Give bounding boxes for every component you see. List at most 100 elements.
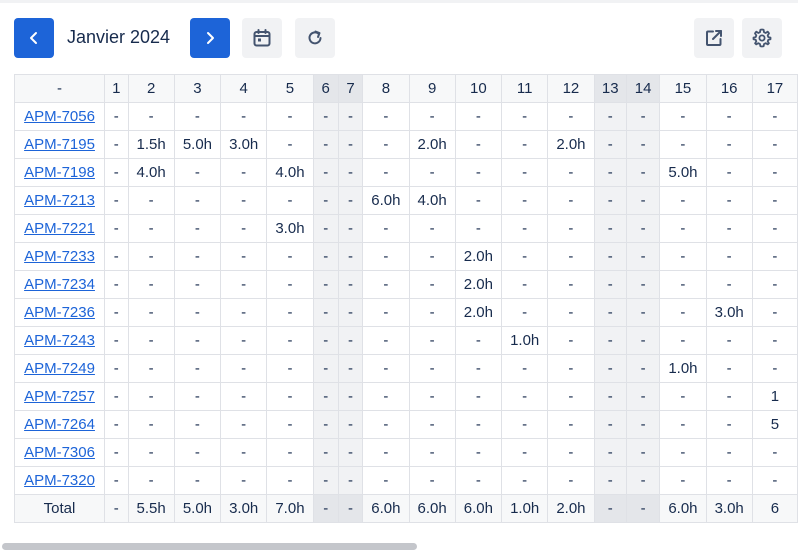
day-cell[interactable]: - (266, 326, 314, 355)
settings-button[interactable] (742, 18, 782, 58)
day-cell[interactable]: - (751, 186, 798, 215)
day-cell[interactable]: 1 (751, 382, 798, 411)
issue-key-link[interactable]: APM-7056 (24, 107, 95, 125)
day-cell[interactable]: - (705, 158, 753, 187)
open-external-button[interactable] (694, 18, 734, 58)
day-cell[interactable]: - (104, 270, 129, 299)
day-cell[interactable]: - (337, 410, 364, 439)
issue-key-link[interactable]: APM-7257 (24, 387, 95, 405)
day-cell[interactable]: - (593, 270, 627, 299)
day-cell[interactable]: - (104, 158, 129, 187)
day-cell[interactable]: - (501, 214, 549, 243)
day-cell[interactable]: - (104, 354, 129, 383)
day-cell[interactable]: - (751, 214, 798, 243)
day-cell[interactable]: - (625, 298, 661, 327)
day-cell[interactable]: - (220, 326, 268, 355)
day-cell[interactable]: - (220, 382, 268, 411)
day-cell[interactable]: - (362, 242, 410, 271)
day-cell[interactable]: - (337, 354, 364, 383)
day-cell[interactable]: - (312, 186, 339, 215)
day-cell[interactable]: - (593, 326, 627, 355)
day-cell[interactable]: - (454, 158, 503, 187)
day-cell[interactable]: - (408, 382, 456, 411)
issue-key-link[interactable]: APM-7306 (24, 443, 95, 461)
day-cell[interactable]: - (408, 102, 456, 131)
day-cell[interactable]: - (625, 214, 661, 243)
day-cell[interactable]: - (312, 410, 339, 439)
day-cell[interactable]: - (659, 242, 707, 271)
day-cell[interactable]: - (337, 326, 364, 355)
day-cell[interactable]: - (593, 410, 627, 439)
day-cell[interactable]: - (659, 186, 707, 215)
day-cell[interactable]: - (408, 270, 456, 299)
day-cell[interactable]: 3.0h (220, 130, 268, 159)
day-cell[interactable]: - (337, 130, 364, 159)
day-cell[interactable]: - (454, 438, 503, 467)
day-cell[interactable]: - (547, 354, 595, 383)
day-cell[interactable]: 2.0h (454, 242, 503, 271)
day-cell[interactable]: - (705, 102, 753, 131)
day-cell[interactable]: - (337, 270, 364, 299)
day-cell[interactable]: - (266, 466, 314, 495)
day-cell[interactable]: 3.0h (266, 214, 314, 243)
day-cell[interactable]: 5 (751, 410, 798, 439)
day-cell[interactable]: - (362, 102, 410, 131)
day-cell[interactable]: - (625, 242, 661, 271)
day-cell[interactable]: - (362, 214, 410, 243)
day-cell[interactable]: - (547, 214, 595, 243)
day-cell[interactable]: - (362, 298, 410, 327)
day-cell[interactable]: - (501, 466, 549, 495)
day-cell[interactable]: - (408, 242, 456, 271)
day-cell[interactable]: - (104, 102, 129, 131)
day-cell[interactable]: - (127, 270, 175, 299)
next-month-button[interactable] (190, 18, 230, 58)
date-picker-button[interactable] (242, 18, 282, 58)
day-cell[interactable]: - (547, 466, 595, 495)
day-cell[interactable]: - (547, 270, 595, 299)
day-cell[interactable]: - (127, 298, 175, 327)
day-cell[interactable]: - (501, 242, 549, 271)
day-cell[interactable]: - (312, 158, 339, 187)
day-cell[interactable]: 6.0h (362, 186, 410, 215)
day-cell[interactable]: - (408, 438, 456, 467)
day-cell[interactable]: - (173, 438, 222, 467)
day-cell[interactable]: - (705, 186, 753, 215)
day-cell[interactable]: - (751, 326, 798, 355)
day-cell[interactable]: - (454, 102, 503, 131)
day-cell[interactable]: - (593, 466, 627, 495)
day-cell[interactable]: - (547, 102, 595, 131)
day-cell[interactable]: - (501, 354, 549, 383)
day-cell[interactable]: - (337, 102, 364, 131)
day-cell[interactable]: - (625, 410, 661, 439)
day-cell[interactable]: - (705, 466, 753, 495)
day-cell[interactable]: - (593, 130, 627, 159)
day-cell[interactable]: - (408, 214, 456, 243)
day-cell[interactable]: - (501, 410, 549, 439)
day-cell[interactable]: 5.0h (173, 130, 222, 159)
day-cell[interactable]: - (266, 410, 314, 439)
day-cell[interactable]: 1.5h (127, 130, 175, 159)
day-cell[interactable]: - (362, 382, 410, 411)
day-cell[interactable]: - (625, 186, 661, 215)
day-cell[interactable]: - (337, 158, 364, 187)
day-cell[interactable]: - (220, 466, 268, 495)
day-cell[interactable]: - (625, 102, 661, 131)
day-cell[interactable]: - (751, 466, 798, 495)
day-cell[interactable]: - (127, 438, 175, 467)
day-cell[interactable]: - (501, 270, 549, 299)
day-cell[interactable]: - (266, 354, 314, 383)
day-cell[interactable]: - (705, 354, 753, 383)
issue-key-link[interactable]: APM-7236 (24, 303, 95, 321)
day-cell[interactable]: - (454, 382, 503, 411)
day-cell[interactable]: - (454, 130, 503, 159)
day-cell[interactable]: - (173, 270, 222, 299)
day-cell[interactable]: - (173, 186, 222, 215)
day-cell[interactable]: - (104, 438, 129, 467)
day-cell[interactable]: - (625, 130, 661, 159)
day-cell[interactable]: - (127, 214, 175, 243)
day-cell[interactable]: - (751, 270, 798, 299)
day-cell[interactable]: - (337, 466, 364, 495)
issue-key-link[interactable]: APM-7195 (24, 135, 95, 153)
day-cell[interactable]: - (705, 438, 753, 467)
day-cell[interactable]: - (659, 410, 707, 439)
